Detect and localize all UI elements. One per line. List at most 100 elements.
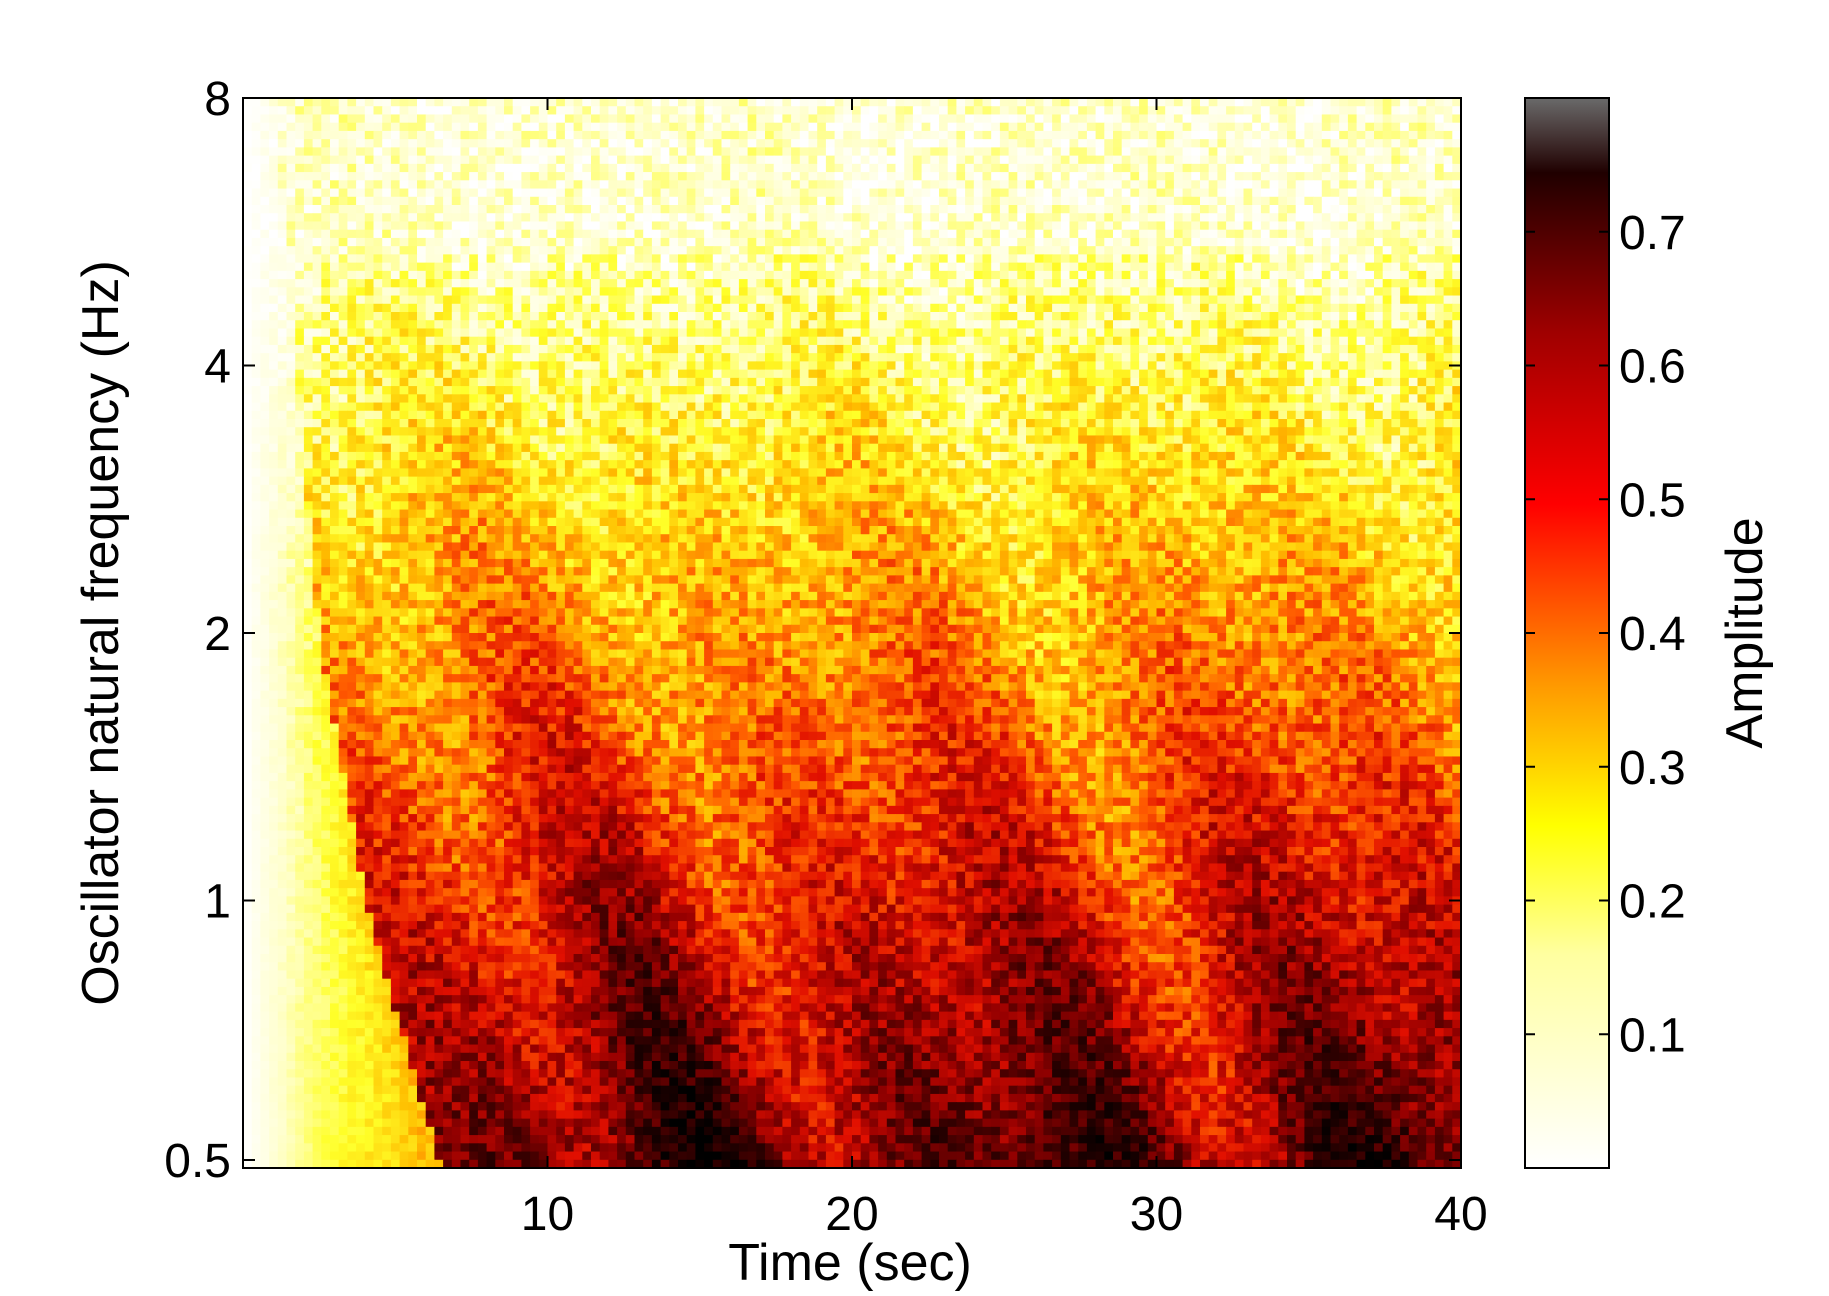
heatmap-cell	[564, 344, 575, 354]
heatmap-cell	[904, 344, 914, 354]
heatmap-cell	[643, 237, 653, 247]
heatmap-cell	[704, 221, 714, 231]
heatmap-cell	[1069, 336, 1079, 346]
heatmap-cell	[451, 114, 462, 124]
heatmap-cell	[912, 98, 923, 107]
heatmap-cell	[1391, 320, 1401, 330]
heatmap-cell	[678, 106, 688, 116]
heatmap-cell	[469, 172, 479, 181]
heatmap-cell	[1008, 237, 1018, 247]
heatmap-cell	[1408, 336, 1419, 346]
heatmap-cell	[747, 262, 757, 272]
heatmap-cell	[712, 229, 723, 239]
heatmap-cell	[930, 147, 940, 157]
heatmap-cell	[321, 196, 331, 206]
heatmap-cell	[1060, 246, 1071, 255]
heatmap-cell	[773, 320, 783, 330]
heatmap-cell	[243, 122, 253, 132]
heatmap-cell	[1165, 98, 1175, 107]
heatmap-cell	[469, 295, 479, 305]
heatmap-cell	[582, 114, 592, 124]
heatmap-cell	[1069, 303, 1079, 313]
heatmap-cell	[669, 246, 679, 255]
heatmap-cell	[765, 155, 775, 165]
heatmap-cell	[347, 328, 357, 338]
heatmap-cell	[1434, 180, 1445, 190]
heatmap-cell	[878, 287, 888, 297]
heatmap-cell	[651, 344, 662, 354]
heatmap-cell	[999, 295, 1010, 305]
heatmap-cell	[434, 369, 444, 379]
heatmap-cell	[1043, 205, 1053, 214]
heatmap-cell	[1182, 122, 1192, 132]
heatmap-cell	[399, 279, 409, 288]
heatmap-cell	[808, 180, 818, 190]
heatmap-cell	[721, 147, 731, 157]
heatmap-cell	[1017, 361, 1027, 371]
heatmap-cell	[599, 303, 609, 313]
heatmap-cell	[556, 312, 566, 321]
heatmap-cell	[1295, 262, 1305, 272]
heatmap-cell	[495, 98, 505, 107]
heatmap-cell	[260, 328, 270, 338]
heatmap-cell	[295, 386, 305, 395]
heatmap-cell	[999, 336, 1010, 346]
heatmap-cell	[1330, 270, 1340, 280]
heatmap-cell	[1086, 172, 1097, 181]
heatmap-cell	[617, 98, 627, 107]
heatmap-cell	[582, 180, 592, 190]
heatmap-cell	[399, 139, 409, 148]
heatmap-cell	[538, 205, 549, 214]
heatmap-cell	[982, 130, 992, 140]
heatmap-cell	[721, 303, 731, 313]
heatmap-cell	[486, 279, 496, 288]
heatmap-cell	[1017, 205, 1027, 214]
heatmap-cell	[843, 353, 853, 362]
heatmap-cell	[982, 344, 992, 354]
heatmap-cell	[1434, 262, 1445, 272]
heatmap-cell	[686, 188, 696, 198]
heatmap-cell	[773, 106, 783, 116]
heatmap-cell	[312, 336, 322, 346]
heatmap-cell	[704, 130, 714, 140]
heatmap-cell	[356, 312, 366, 321]
heatmap-cell	[417, 139, 427, 148]
heatmap-cell	[512, 262, 522, 272]
heatmap-cell	[1382, 205, 1392, 214]
heatmap-cell	[834, 139, 844, 148]
heatmap-cell	[886, 188, 897, 198]
heatmap-cell	[869, 196, 879, 206]
heatmap-cell	[443, 106, 453, 116]
heatmap-cell	[1104, 114, 1114, 124]
heatmap-cell	[382, 229, 392, 239]
heatmap-cell	[817, 163, 827, 173]
heatmap-cell	[338, 344, 348, 354]
heatmap-cell	[825, 262, 836, 272]
heatmap-cell	[1278, 139, 1288, 148]
heatmap-cell	[1008, 205, 1018, 214]
heatmap-cell	[1182, 303, 1192, 313]
heatmap-cell	[364, 221, 375, 231]
heatmap-cell	[1234, 369, 1245, 379]
heatmap-cell	[1069, 98, 1079, 107]
heatmap-cell	[1052, 139, 1062, 148]
heatmap-cell	[1382, 295, 1392, 305]
heatmap-cell	[269, 246, 279, 255]
heatmap-cell	[799, 262, 810, 272]
heatmap-cell	[1147, 353, 1158, 362]
heatmap-cell	[1304, 303, 1314, 313]
heatmap-cell	[765, 262, 775, 272]
heatmap-cell	[547, 188, 557, 198]
heatmap-cell	[1260, 320, 1271, 330]
heatmap-cell	[834, 196, 844, 206]
heatmap-cell	[1052, 98, 1062, 107]
heatmap-cell	[921, 122, 931, 132]
heatmap-cell	[947, 196, 957, 206]
heatmap-cell	[808, 106, 818, 116]
heatmap-cell	[530, 312, 540, 321]
heatmap-cell	[460, 98, 470, 107]
heatmap-cell	[1434, 254, 1445, 264]
heatmap-cell	[1408, 163, 1419, 173]
heatmap-cell	[1339, 229, 1349, 239]
heatmap-cell	[747, 114, 757, 124]
